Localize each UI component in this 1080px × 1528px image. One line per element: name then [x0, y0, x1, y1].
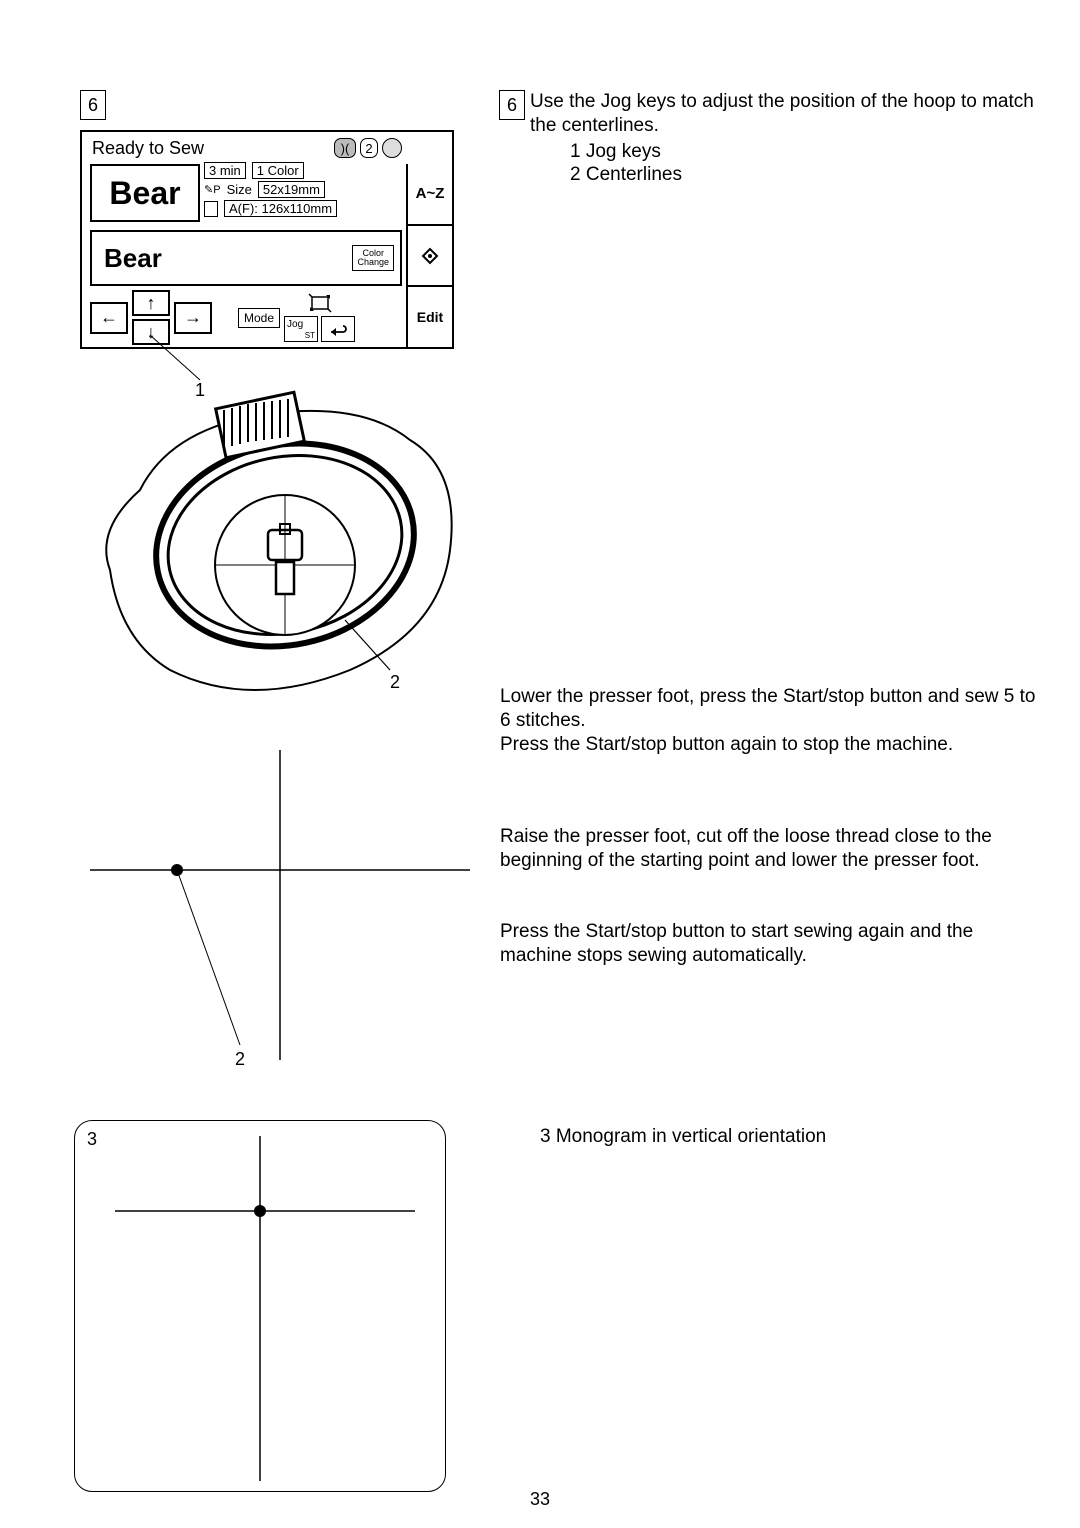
design-preview: Bear: [90, 164, 200, 222]
callout-2-hoop: 2: [390, 672, 400, 692]
lcd-right-column: A~Z Edit: [406, 164, 452, 347]
hoop-shape-icon: [204, 201, 218, 217]
step6-sub2: 2 Centerlines: [570, 163, 1040, 187]
page-number: 33: [530, 1489, 550, 1510]
color-change-button[interactable]: Color Change: [352, 245, 394, 271]
step-box-left: 6: [80, 90, 106, 120]
step6-sub1: 1 Jog keys: [570, 140, 1040, 164]
hoop-illustration: 2: [90, 370, 470, 710]
size-value: 52x19mm: [258, 181, 325, 198]
centerline-illustration: 2: [80, 750, 480, 1080]
time-box: 3 min: [204, 162, 246, 179]
jog-up-button[interactable]: ↑: [132, 290, 170, 316]
monogram-number: 3: [87, 1129, 97, 1150]
lcd-ready-label: Ready to Sew: [92, 138, 204, 159]
jog-st-button[interactable]: JogST: [284, 316, 318, 342]
p-foot-icon: ✎P: [204, 183, 221, 196]
lcd-screen: Ready to Sew )( 2 Bear 3 min 1 Color ✎P …: [80, 130, 454, 349]
rotate-icon[interactable]: [308, 293, 332, 313]
monogram-caption: 3 Monogram in vertical orientation: [540, 1125, 826, 1149]
loop-button[interactable]: [408, 224, 452, 286]
svg-text:2: 2: [235, 1049, 245, 1069]
stitch-text: Bear: [104, 243, 352, 274]
az-button[interactable]: A~Z: [408, 164, 452, 224]
color-count-box: 1 Color: [252, 162, 304, 179]
monogram-cross: [75, 1121, 445, 1491]
jog-left-button[interactable]: ←: [90, 302, 128, 334]
step-box-right: 6: [499, 90, 525, 120]
raise-foot-text: Raise the presser foot, cut off the loos…: [500, 825, 1045, 873]
count-pill: 2: [360, 138, 378, 158]
stitch-area: Bear Color Change: [90, 230, 402, 286]
loop-icon: [420, 246, 440, 266]
lower-foot-text: Lower the presser foot, press the Start/…: [500, 685, 1040, 756]
size-label: Size: [227, 182, 252, 197]
thread-icon: [382, 138, 402, 158]
lcd-top-icons: )( 2: [334, 138, 402, 158]
return-icon: [328, 322, 348, 336]
hoop-left-icon: )(: [334, 138, 356, 158]
return-button[interactable]: [321, 316, 355, 342]
edit-button[interactable]: Edit: [408, 285, 452, 347]
lcd-info: 3 min 1 Color ✎P Size 52x19mm A(F): 126x…: [204, 162, 337, 219]
press-again-text: Press the Start/stop button to start sew…: [500, 920, 1040, 968]
hoop-value: A(F): 126x110mm: [224, 200, 337, 217]
monogram-box: 3: [74, 1120, 446, 1492]
step6-text: Use the Jog keys to adjust the position …: [530, 90, 1040, 187]
